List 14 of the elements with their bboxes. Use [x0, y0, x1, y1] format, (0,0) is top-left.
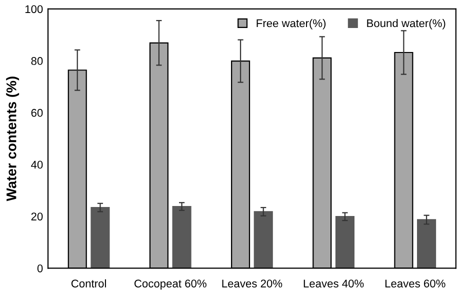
legend-label: Free water(%): [256, 19, 326, 30]
y-tick-label: 100: [25, 5, 43, 14]
y-tick-label: 60: [31, 108, 43, 117]
x-tick-label: Control: [71, 279, 106, 288]
y-axis-title: Water contents (%): [6, 76, 20, 202]
x-tick-label: Leaves 40%: [304, 280, 364, 288]
y-tick-label: 20: [31, 212, 43, 220]
y-tick-label: 0: [37, 264, 43, 272]
y-tick-label: 40: [31, 160, 43, 169]
y-tick-label: 80: [31, 57, 43, 65]
x-tick-label: Leaves 60%: [385, 280, 446, 288]
x-tick-label: Cocopeat 60%: [134, 280, 206, 290]
x-tick-label: Leaves 20%: [222, 280, 282, 288]
legend-label: Bound water(%): [367, 19, 446, 30]
